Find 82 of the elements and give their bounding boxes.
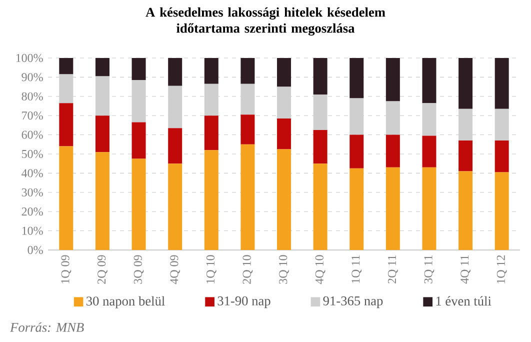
y-tick-label: 40% — [22, 169, 43, 178]
bar — [458, 108, 473, 141]
bar — [422, 136, 436, 168]
x-tick-label: 4Q 09 — [170, 255, 180, 284]
bar — [277, 118, 292, 150]
bar — [313, 164, 328, 250]
y-tick-label: 80% — [22, 92, 43, 100]
x-tick-label: 4Q 11 — [460, 255, 470, 284]
bar — [386, 134, 400, 168]
bar — [204, 84, 218, 116]
bar — [422, 58, 436, 104]
bar — [386, 58, 400, 102]
bar — [204, 150, 218, 250]
bar — [240, 58, 255, 84]
y-tick-label: 100% — [16, 54, 43, 62]
y-tick-label: 10% — [22, 226, 43, 235]
bar — [494, 172, 509, 250]
y-tick-label: 30% — [22, 188, 43, 196]
x-tick-label: 2Q 09 — [98, 255, 108, 284]
bar — [350, 58, 364, 98]
x-tick-label: 1Q 11 — [352, 255, 362, 283]
bar — [95, 76, 110, 116]
bar — [132, 58, 146, 80]
bar — [240, 114, 255, 144]
x-tick-label: 3Q 09 — [134, 255, 144, 284]
bar — [350, 134, 364, 168]
bar — [168, 164, 182, 250]
y-tick-label: 20% — [22, 208, 43, 216]
bar — [240, 84, 255, 115]
legend-label: 30 napon belül — [86, 296, 165, 308]
bar — [132, 80, 146, 122]
bar — [277, 149, 292, 250]
bar — [494, 58, 509, 109]
bar — [95, 152, 110, 250]
x-tick-label: 2Q 10 — [242, 255, 253, 284]
bar — [204, 116, 218, 150]
bar — [240, 144, 255, 250]
legend-label: 91-365 nap — [323, 296, 383, 308]
bar — [132, 122, 146, 159]
bar — [386, 101, 400, 135]
bar — [59, 74, 74, 104]
bar — [458, 140, 473, 172]
bar — [95, 58, 110, 76]
bar — [386, 167, 400, 250]
bar — [494, 108, 509, 141]
y-tick-label: 60% — [22, 130, 43, 139]
x-tick-label: 1Q 12 — [496, 255, 507, 284]
bar — [277, 58, 292, 87]
bar — [422, 103, 436, 136]
bar — [277, 86, 292, 118]
bar — [458, 58, 473, 109]
y-tick-label: 50% — [22, 150, 43, 158]
y-tick-label: 0% — [28, 246, 43, 254]
bar — [168, 128, 182, 164]
bar — [132, 158, 146, 250]
y-tick-label: 70% — [22, 112, 43, 120]
bar — [422, 167, 436, 250]
bar — [168, 86, 182, 128]
x-tick-label: 1Q 09 — [61, 255, 72, 284]
x-tick-label: 3Q 10 — [279, 255, 289, 284]
legend-label: 31-90 nap — [218, 296, 270, 308]
bar — [313, 58, 328, 94]
bar — [313, 130, 328, 164]
text: Forrás: MNB — [10, 322, 84, 332]
bar — [95, 116, 110, 152]
legend-label: 1 éven túli — [436, 296, 492, 306]
bar — [168, 58, 182, 86]
bar — [59, 146, 74, 250]
chart-title: A késedelmes lakossági hitelek késedelem időtartama szerinti megoszlása — [146, 7, 386, 36]
x-tick-label: 2Q 11 — [388, 255, 398, 284]
x-tick-label: 3Q 11 — [424, 255, 434, 284]
bar — [458, 171, 473, 250]
bar — [204, 58, 218, 84]
bar — [350, 168, 364, 250]
bar — [494, 140, 509, 172]
x-tick-label: 1Q 10 — [206, 255, 216, 284]
bar — [313, 94, 328, 130]
bar — [350, 98, 364, 135]
bar — [59, 103, 74, 146]
x-tick-label: 4Q 10 — [315, 255, 326, 284]
y-tick-label: 90% — [22, 73, 43, 82]
bar — [59, 58, 74, 74]
